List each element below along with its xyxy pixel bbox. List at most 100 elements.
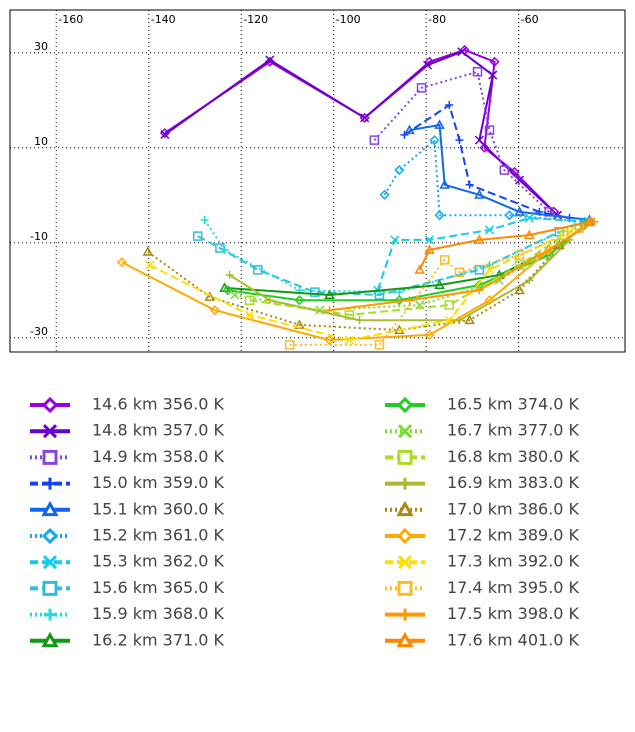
marker — [515, 175, 525, 185]
marker — [225, 271, 234, 280]
legend-label: 15.3 km 362.0 K — [92, 552, 225, 571]
legend-label: 17.5 km 398.0 K — [447, 604, 580, 623]
marker — [524, 213, 534, 223]
marker — [455, 136, 464, 145]
legend-item: 17.2 km 389.0 K — [385, 526, 580, 545]
marker — [294, 295, 305, 306]
marker — [344, 335, 354, 345]
legend-item: 16.2 km 371.0 K — [30, 630, 225, 649]
marker — [399, 477, 411, 490]
marker — [41, 631, 59, 648]
legend-item: 17.3 km 392.0 K — [385, 552, 580, 571]
marker — [244, 310, 255, 320]
legend-item: 14.6 km 356.0 K — [30, 395, 225, 414]
legend-item: 15.6 km 365.0 K — [30, 578, 225, 597]
marker — [396, 396, 414, 414]
marker — [42, 555, 58, 570]
marker — [220, 245, 229, 254]
marker — [399, 608, 411, 621]
legend-item: 17.6 km 401.0 K — [385, 630, 580, 649]
legend-label: 15.0 km 359.0 K — [92, 473, 225, 492]
marker — [464, 314, 475, 325]
marker — [525, 276, 534, 285]
marker — [200, 215, 209, 224]
marker — [544, 244, 555, 255]
marker — [475, 286, 484, 295]
legend-label: 15.1 km 360.0 K — [92, 499, 225, 518]
marker — [474, 265, 485, 275]
marker — [484, 265, 495, 275]
marker — [404, 124, 415, 135]
legend-item: 15.0 km 359.0 K — [30, 473, 225, 492]
legend-item: 15.1 km 360.0 K — [30, 499, 225, 518]
marker — [514, 250, 525, 260]
legend-label: 14.6 km 356.0 K — [92, 395, 225, 414]
marker — [192, 231, 203, 241]
marker — [379, 189, 390, 200]
marker — [42, 580, 58, 596]
marker — [434, 279, 445, 289]
marker — [397, 580, 413, 596]
legend-item: 15.9 km 368.0 K — [30, 604, 225, 623]
marker — [444, 300, 455, 310]
marker — [265, 296, 274, 305]
legend-item: 17.0 km 386.0 K — [385, 499, 580, 518]
marker — [444, 315, 454, 325]
legend-item: 17.5 km 398.0 K — [385, 604, 580, 623]
legend-item: 14.8 km 357.0 K — [30, 421, 225, 440]
trajectory-line — [403, 103, 570, 220]
marker — [488, 70, 498, 80]
trajectory-line — [418, 220, 590, 271]
legend-label: 17.2 km 389.0 K — [447, 526, 580, 545]
marker — [474, 234, 485, 244]
legend-item: 15.3 km 362.0 K — [30, 552, 225, 571]
marker — [524, 229, 535, 240]
x-tick-label: -140 — [151, 13, 176, 26]
marker — [465, 180, 474, 189]
legend-label: 17.4 km 395.0 K — [447, 578, 580, 597]
marker — [359, 112, 370, 123]
marker — [439, 179, 450, 189]
marker — [355, 316, 364, 325]
marker — [400, 130, 409, 139]
x-tick-label: -80 — [428, 13, 446, 26]
marker — [514, 260, 525, 270]
marker — [209, 305, 220, 316]
legend-item: 16.8 km 380.0 K — [385, 447, 580, 466]
legend-label: 14.8 km 357.0 K — [92, 421, 225, 440]
legend-label: 15.9 km 368.0 K — [92, 604, 225, 623]
x-tick-label: -120 — [243, 13, 268, 26]
marker — [396, 500, 414, 517]
marker — [416, 83, 427, 93]
marker — [397, 424, 413, 439]
marker — [325, 306, 334, 315]
legend-label: 16.9 km 383.0 K — [447, 473, 580, 492]
x-tick-label: -160 — [58, 13, 83, 26]
marker — [424, 235, 434, 245]
legend-label: 15.6 km 365.0 K — [92, 578, 225, 597]
marker — [41, 527, 59, 545]
trajectory-line — [229, 239, 571, 322]
marker — [244, 295, 255, 305]
marker — [397, 555, 413, 570]
marker — [584, 216, 595, 226]
marker — [324, 289, 335, 299]
y-tick-label: -30 — [30, 325, 48, 338]
marker — [253, 265, 263, 275]
trajectory-line — [197, 230, 560, 297]
marker — [434, 210, 445, 221]
legend-item: 14.9 km 358.0 K — [30, 447, 225, 466]
x-tick-label: -60 — [521, 13, 539, 26]
y-tick-label: 30 — [34, 40, 48, 53]
legend-item: 15.2 km 361.0 K — [30, 526, 225, 545]
marker — [439, 255, 450, 265]
marker — [230, 290, 240, 300]
marker — [42, 424, 58, 439]
marker — [405, 296, 414, 305]
marker — [160, 129, 170, 139]
legend-label: 15.2 km 361.0 K — [92, 526, 225, 545]
marker — [504, 210, 515, 221]
legend-item: 16.7 km 377.0 K — [385, 421, 580, 440]
marker — [397, 449, 413, 465]
